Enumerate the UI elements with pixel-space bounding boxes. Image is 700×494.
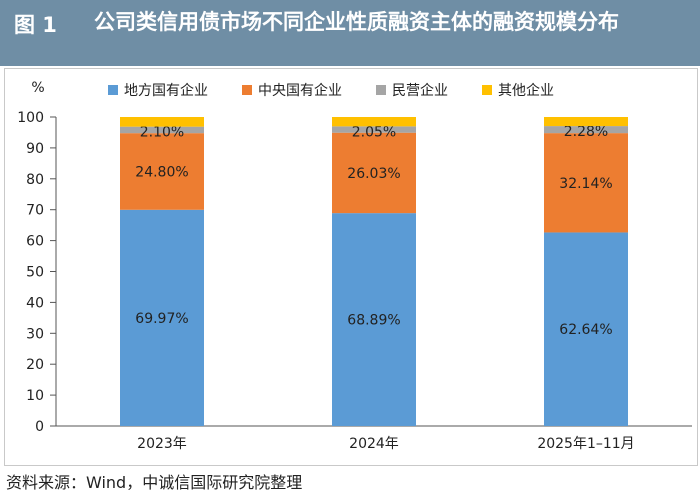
source-note: 资料来源：Wind，中诚信国际研究院整理 <box>6 473 303 492</box>
y-tick-label: 60 <box>26 234 44 250</box>
bar-segment-local_soe <box>120 209 204 426</box>
legend-item-private: 民营企业 <box>376 80 448 100</box>
y-tick-label: 100 <box>17 110 44 126</box>
x-tick-label: 2024年 <box>349 436 399 452</box>
bar-segment-local_soe <box>332 213 416 426</box>
bar-segment-other <box>544 117 628 127</box>
figure-frame: 图 1 公司类信用债市场不同企业性质融资主体的融资规模分布 地方国有企业 中央国… <box>0 0 700 466</box>
data-label: 62.64% <box>559 322 612 338</box>
data-label: 2.28% <box>564 124 608 140</box>
x-tick-label: 2023年 <box>137 436 187 452</box>
y-tick-label: 90 <box>26 141 44 157</box>
bar-segment-central_soe <box>332 132 416 214</box>
legend-swatch-local-soe <box>108 85 118 95</box>
stacked-bar-chart: % 0 10 20 30 40 50 60 70 80 90 100 69.97% 24.80% 2.10%… <box>17 80 692 452</box>
bar-segment-private <box>544 126 628 134</box>
data-label: 32.14% <box>559 176 612 192</box>
legend-label-other: 其他企业 <box>498 83 554 99</box>
legend-swatch-private <box>376 85 386 95</box>
y-tick-label: 30 <box>26 326 44 342</box>
y-tick-label: 40 <box>26 295 44 311</box>
data-label: 68.89% <box>347 313 400 329</box>
title-bar: 图 1 公司类信用债市场不同企业性质融资主体的融资规模分布 <box>0 0 700 66</box>
data-label: 24.80% <box>135 164 188 180</box>
legend-label-local-soe: 地方国有企业 <box>124 83 208 99</box>
bar-segment-central_soe <box>120 133 204 210</box>
y-tick-label: 20 <box>26 357 44 373</box>
y-axis-unit-label: % <box>31 80 44 96</box>
x-tick-label: 2025年1–11月 <box>537 436 634 452</box>
bar-segment-other <box>120 117 204 127</box>
bar-segment-private <box>332 126 416 133</box>
data-label: 69.97% <box>135 311 188 327</box>
bar-segment-other <box>332 117 416 127</box>
y-tick-label: 50 <box>26 265 44 281</box>
y-tick-label: 0 <box>35 419 44 435</box>
y-tick-label: 80 <box>26 172 44 188</box>
y-tick-label: 70 <box>26 203 44 219</box>
legend-label-private: 民营企业 <box>392 83 448 99</box>
legend-item-central-soe: 中央国有企业 <box>242 80 342 100</box>
legend-label-central-soe: 中央国有企业 <box>258 83 342 99</box>
bar-segment-central_soe <box>544 133 628 233</box>
y-tick-label: 10 <box>26 388 44 404</box>
legend-item-other: 其他企业 <box>482 80 554 100</box>
legend-swatch-other <box>482 85 492 95</box>
figure-number: 图 1 <box>14 13 57 37</box>
bar-segment-local_soe <box>544 232 628 426</box>
bar-segment-private <box>120 126 204 134</box>
legend-swatch-central-soe <box>242 85 252 95</box>
data-label: 26.03% <box>347 166 400 182</box>
legend-item-local-soe: 地方国有企业 <box>108 80 208 100</box>
data-label: 2.05% <box>352 124 396 140</box>
chart-legend: 地方国有企业 中央国有企业 民营企业 其他企业 <box>108 80 554 100</box>
figure-title: 公司类信用债市场不同企业性质融资主体的融资规模分布 <box>94 10 619 34</box>
data-label: 2.10% <box>140 125 184 141</box>
